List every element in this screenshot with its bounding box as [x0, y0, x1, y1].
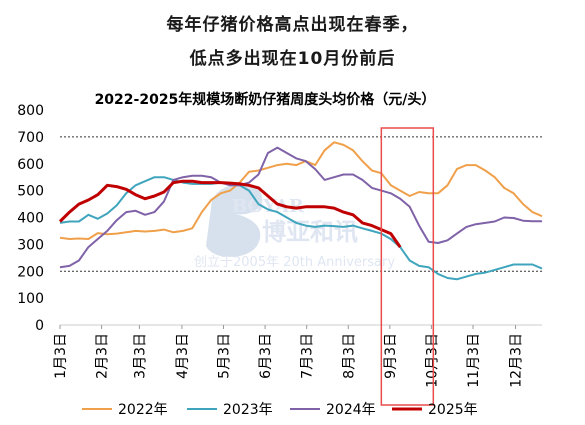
x-tick-label: 5月3日 — [217, 333, 233, 379]
x-tick-label: 6月3日 — [258, 333, 274, 379]
y-tick-label: 600 — [17, 157, 44, 173]
x-tick-label: 10月3日 — [424, 333, 440, 388]
legend: 2022年 2023年 2024年 2025年 — [82, 402, 478, 418]
x-tick-label: 4月3日 — [175, 333, 191, 379]
series-line-2024年 — [59, 146, 542, 269]
x-tick-label: 7月3日 — [300, 333, 316, 379]
chart-title: 2022-2025年规模场断奶仔猪周度头均价格（元/头） — [95, 91, 436, 108]
y-tick-label: 700 — [17, 130, 44, 146]
series-line-2022年 — [59, 141, 543, 240]
x-tick-labels: 1月3日 2月3日 3月3日 4月3日 5月3日 6月3日 7月3日 8月3日 9月3日 10月3… — [53, 325, 525, 388]
series-line-2025年 — [58, 179, 402, 248]
watermark-cn: 博亚和讯 — [262, 218, 358, 246]
x-tick-label: 8月3日 — [341, 333, 357, 379]
y-tick-label: 300 — [17, 237, 44, 253]
legend-label: 2024年 — [326, 402, 376, 418]
y-tick-label: 500 — [17, 184, 44, 200]
x-tick-label: 9月3日 — [383, 333, 399, 379]
headline-line1: 每年仔猪价格高点出现在春季， — [166, 15, 419, 35]
y-tick-label: 100 — [17, 291, 44, 307]
series-line-2023年 — [59, 176, 543, 281]
x-tick-label: 1月3日 — [53, 333, 69, 379]
series-lines — [58, 141, 543, 281]
highlight-box — [380, 127, 435, 406]
y-tick-label: 400 — [17, 211, 44, 227]
x-tick-label: 11月3日 — [466, 333, 482, 388]
x-tick-label: 2月3日 — [95, 333, 111, 379]
y-tick-labels: 0 100 200 300 400 500 600 700 800 — [17, 103, 44, 334]
x-tick-label: 12月3日 — [509, 333, 525, 388]
legend-label: 2025年 — [428, 402, 478, 418]
boyar-watermark: BOYAR 博亚和讯 创立于2005年 20th Anniversary — [194, 183, 395, 270]
boyar-logo-mark — [206, 183, 263, 258]
y-tick-label: 800 — [17, 103, 44, 119]
watermark-tagline: 创立于2005年 20th Anniversary — [194, 255, 395, 270]
y-tick-label: 200 — [17, 264, 44, 280]
watermark-en: BOYAR — [232, 196, 305, 217]
reference-lines — [60, 136, 542, 272]
x-tick-label: 3月3日 — [132, 333, 148, 379]
y-tick-label: 0 — [35, 318, 44, 334]
legend-label: 2023年 — [223, 402, 273, 418]
headline-line2: 低点多出现在10月份前后 — [189, 49, 396, 69]
legend-label: 2022年 — [118, 402, 168, 418]
